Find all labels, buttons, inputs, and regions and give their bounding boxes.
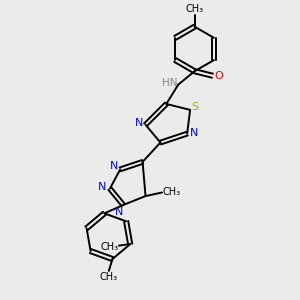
Text: O: O <box>214 71 223 81</box>
Text: N: N <box>115 206 123 217</box>
Text: N: N <box>98 182 106 192</box>
Text: HN: HN <box>162 78 177 88</box>
Text: N: N <box>110 161 118 171</box>
Text: N: N <box>135 118 143 128</box>
Text: S: S <box>192 102 199 112</box>
Text: CH₃: CH₃ <box>101 242 119 252</box>
Text: CH₃: CH₃ <box>185 4 204 14</box>
Text: CH₃: CH₃ <box>100 272 118 283</box>
Text: N: N <box>190 128 198 138</box>
Text: CH₃: CH₃ <box>163 187 181 196</box>
